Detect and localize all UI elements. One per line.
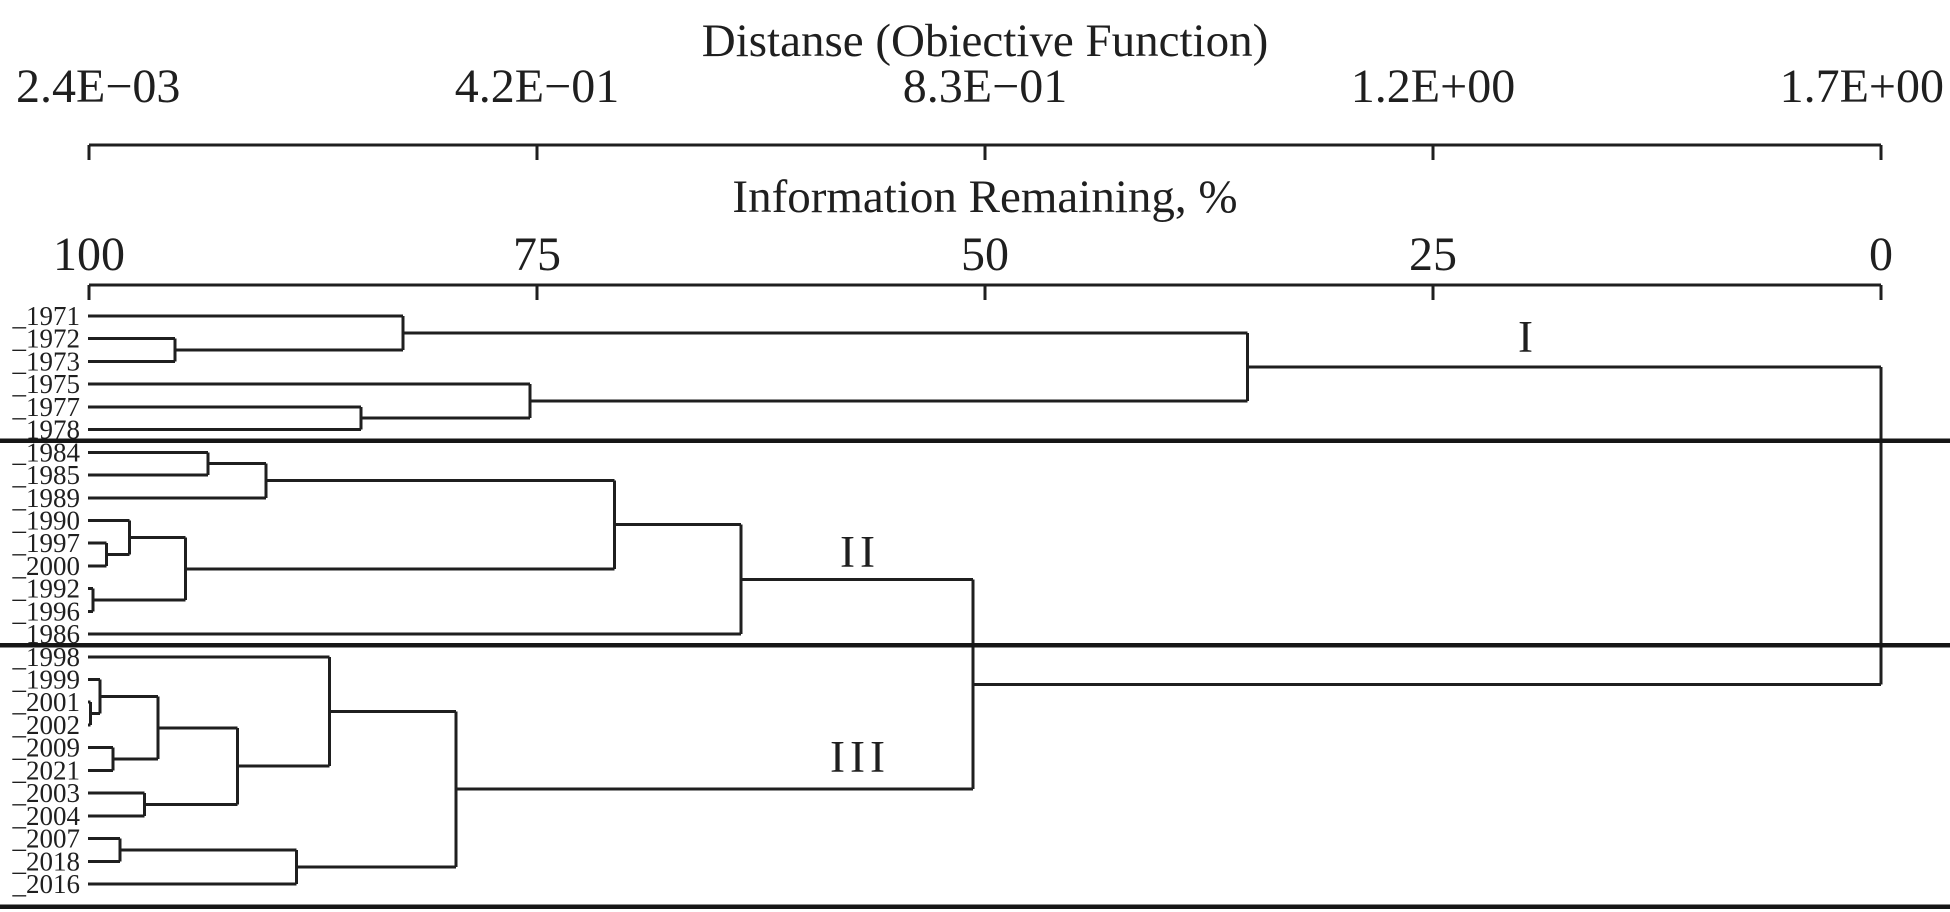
distance-axis-tick-label: 4.2E−01 [455, 60, 619, 113]
cluster-label-i: I [1518, 312, 1538, 362]
leaf-label: _1990 [12, 505, 81, 535]
leaf-label: _2007 [12, 824, 81, 854]
distance-axis-tick-label: 1.7E+00 [1780, 60, 1944, 113]
information-axis-tick-label: 50 [961, 228, 1009, 281]
dendrogram-branches [88, 314, 1883, 886]
information-axis-tick-label: 75 [513, 228, 561, 281]
distance-axis-tick-label: 8.3E−01 [903, 60, 1067, 113]
information-axis: Information Remaining, % 100 75 50 25 0 [53, 171, 1893, 300]
leaf-label: _1973 [12, 346, 81, 376]
information-axis-title: Information Remaining, % [732, 171, 1237, 223]
leaf-label: _2021 [12, 755, 81, 785]
leaf-label: _2002 [12, 710, 81, 740]
leaf-label: _2016 [12, 869, 81, 899]
distance-axis-title: Distanse (Obiective Function) [702, 15, 1268, 67]
leaf-label: _1992 [12, 574, 81, 604]
information-axis-tick-label: 0 [1869, 228, 1893, 281]
distance-axis-tick-label: 1.2E+00 [1351, 60, 1515, 113]
leaf-label: _1996 [12, 596, 81, 626]
cluster-dividers [0, 438, 1950, 909]
distance-axis-tick-label: 2.4E−03 [16, 60, 180, 113]
leaf-label: _2004 [12, 801, 81, 831]
leaf-label: _1985 [12, 460, 81, 490]
cluster-label-iii: III [830, 732, 890, 782]
leaf-labels: _1971_1972_1973_1975_1977_1978_1984_1985… [12, 301, 81, 899]
leaf-label: _1999 [12, 665, 81, 695]
leaf-label: _1997 [12, 528, 81, 558]
information-axis-tick-label: 25 [1409, 228, 1457, 281]
leaf-label: _2000 [12, 551, 81, 581]
leaf-label: _1971 [12, 301, 81, 331]
information-axis-tick-label: 100 [53, 228, 125, 281]
leaf-label: _1972 [12, 324, 81, 354]
leaf-label: _2018 [12, 846, 81, 876]
leaf-label: _2009 [12, 733, 81, 763]
distance-axis: Distanse (Obiective Function) 2.4E−03 4.2E… [16, 15, 1944, 160]
leaf-label: _1989 [12, 483, 81, 513]
cluster-label-ii: II [840, 527, 880, 577]
leaf-label: _2001 [12, 687, 81, 717]
leaf-label: _2003 [12, 778, 81, 808]
leaf-label: _1975 [12, 369, 81, 399]
leaf-label: _1977 [12, 392, 81, 422]
